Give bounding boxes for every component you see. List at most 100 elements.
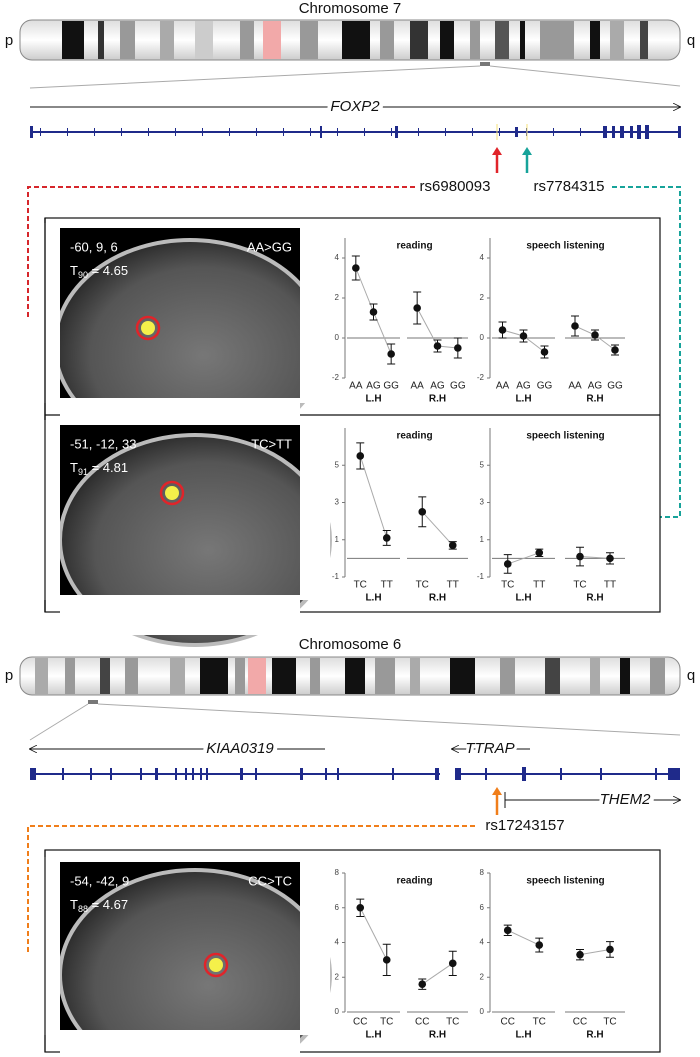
mask [300,857,330,1035]
y-tick-label: 0 [480,1007,485,1016]
data-point [503,560,512,568]
group-label: R.H [429,1030,446,1041]
data-point [387,350,395,358]
connector-line [421,511,454,546]
arm-label: q [687,667,695,684]
category-label: AA [568,381,582,392]
snp-label: rs6980093 [420,178,491,195]
exon [455,768,461,780]
band [98,21,104,59]
exon [668,768,680,780]
band [650,658,665,694]
data-point [418,980,427,988]
exon [678,126,681,138]
data-point [352,264,360,272]
exon [435,768,439,780]
band [310,658,320,694]
category-label: CC [573,1017,587,1028]
band [450,658,475,694]
category-label: TC [446,1017,459,1028]
band [170,658,185,694]
category-label: TT [604,580,616,591]
data-point [369,308,378,316]
band [410,21,428,59]
group-label: L.H [365,394,381,405]
y-tick-label: 4 [335,938,340,947]
category-label: TC [416,580,429,591]
group-label: R.H [429,394,446,405]
gene-label: FOXP2 [330,98,380,115]
exon [62,768,64,780]
data-point [498,326,507,334]
data-point [519,332,528,340]
y-tick-label: 6 [480,903,485,912]
band [380,21,394,59]
category-label: TC [380,1017,393,1028]
y-tick-label: -1 [477,572,485,581]
band [35,658,48,694]
exon [553,128,554,136]
chromosome-title: Chromosome 6 [299,636,402,653]
statistic: T91 = 4.81 [70,460,128,477]
statistic: T90 = 4.65 [70,263,128,280]
category-label: GG [537,381,553,392]
exon [185,768,187,780]
connector-line [579,948,611,956]
data-point [356,903,365,912]
y-tick-label: 0 [335,1007,340,1016]
stat-value: = 4.65 [88,263,128,278]
band [125,658,138,694]
exon [40,128,41,136]
chart-title: reading [396,876,432,887]
exon [256,128,257,136]
statistic: T88 = 4.67 [70,897,128,914]
contrast: CC>TC [248,873,292,888]
arm-label: q [687,32,695,49]
stat-value: = 4.67 [88,897,128,912]
y-tick-label: 1 [335,535,340,544]
mask [300,420,330,600]
y-tick-label: 1 [480,535,485,544]
exon [645,125,649,139]
y-tick-label: 8 [335,868,340,877]
exon [283,128,284,136]
exon [110,768,112,780]
coordinates: -60, 9, 6 [70,239,118,254]
exon [391,128,392,136]
band [545,658,560,694]
y-tick-label: 8 [480,868,485,877]
centromere [263,21,281,59]
band [610,21,624,59]
band [620,658,630,694]
data-point [503,926,512,935]
exon [472,128,473,136]
category-label: TC [533,1017,546,1028]
stat-df: 88 [78,904,88,914]
y-tick-label: 2 [335,293,340,302]
exon [612,126,615,138]
exon [148,128,149,136]
data-point [571,322,579,330]
mask [300,223,330,403]
category-label: TC [573,580,586,591]
exon [200,768,202,780]
activation [165,486,179,500]
band [470,21,480,59]
y-tick-label: 5 [335,460,340,469]
connector-line [507,929,540,946]
exon [637,125,641,139]
exon [418,128,419,136]
chart-title: speech listening [526,241,604,252]
connector [27,186,415,319]
exon [337,768,339,780]
group-label: R.H [586,1030,603,1041]
exon [515,127,518,137]
group-label: R.H [586,394,603,405]
category-label: CC [353,1017,367,1028]
exon [522,767,526,781]
exon [655,768,657,780]
exon [30,126,33,138]
y-tick-label: -2 [477,373,485,382]
category-label: TT [381,580,393,591]
arm-label: p [5,667,13,684]
